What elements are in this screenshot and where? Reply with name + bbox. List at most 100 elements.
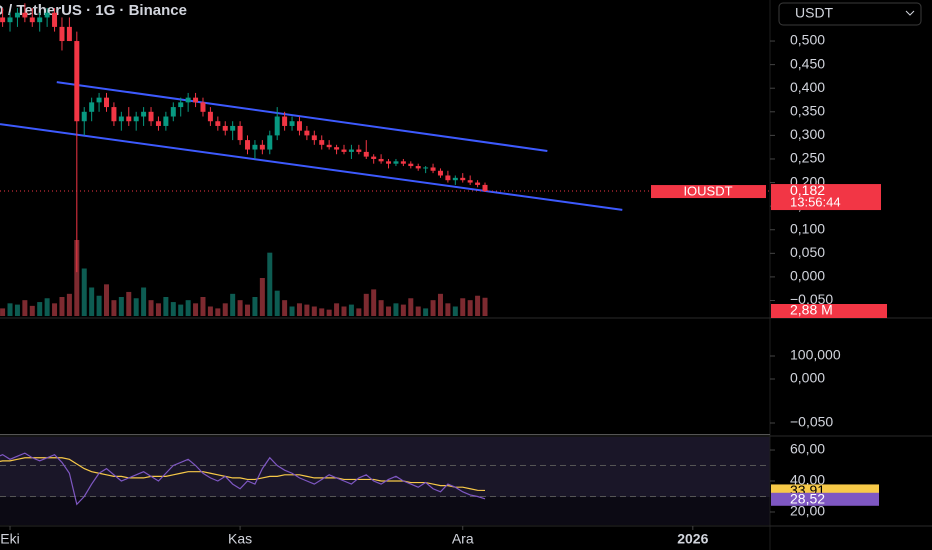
y-tick-label: 0,100	[790, 220, 825, 236]
candle-body	[467, 180, 473, 183]
candle-body	[193, 97, 199, 103]
volume-bar	[29, 305, 35, 316]
candle-body	[460, 177, 466, 181]
volume-bar	[386, 306, 392, 316]
candle-body	[274, 116, 280, 136]
volume-bar	[371, 289, 377, 316]
candle-body	[386, 161, 392, 164]
volume-bar	[178, 304, 184, 316]
candle-body	[423, 167, 429, 169]
candle-body	[7, 17, 13, 23]
candle-body	[267, 135, 273, 150]
candle-body	[371, 156, 377, 159]
x-tick-label: Ara	[452, 531, 474, 547]
y-tick-label: 0,500	[790, 32, 825, 48]
y-tick-label: 0,400	[790, 79, 825, 95]
volume-bar	[452, 306, 458, 316]
y-tick-label: 0,050	[790, 244, 825, 260]
volume-bar	[267, 252, 273, 316]
volume-bar	[296, 303, 302, 316]
symbol-tag-label: IOUSDT	[683, 183, 732, 198]
candle-body	[437, 170, 443, 176]
volume-bar	[430, 300, 436, 316]
candle-body	[326, 144, 332, 148]
volume-bar	[141, 287, 147, 316]
volume-bar	[259, 278, 265, 316]
volume-bar	[222, 303, 228, 316]
y-tick-label: 100,000	[790, 347, 841, 363]
volume-bar	[437, 293, 443, 316]
volume-label: 2,88 M	[790, 302, 833, 318]
volume-bar	[81, 268, 87, 316]
candle-body	[126, 116, 132, 122]
volume-bar	[74, 240, 80, 316]
candle-body	[296, 121, 302, 131]
countdown: 13:56:44	[790, 194, 841, 209]
candle-body	[96, 97, 102, 103]
volume-bar	[104, 284, 110, 316]
volume-bar	[475, 295, 481, 316]
last-price-box	[771, 184, 881, 211]
candle-body	[408, 163, 414, 167]
y-tick-label: −0,050	[790, 414, 833, 430]
currency-label[interactable]: USDT	[795, 5, 834, 21]
candle-body	[237, 125, 243, 141]
volume-bar	[37, 302, 43, 316]
y-tick-label: 0,300	[790, 126, 825, 142]
volume-bar	[155, 303, 161, 316]
candle-body	[141, 111, 147, 117]
chart-title: IO / TetherUS · 1G · Binance	[0, 2, 187, 19]
y-tick-label: −0,050	[790, 291, 833, 307]
volume-bar	[44, 298, 50, 316]
candle-body	[319, 140, 325, 145]
candle-body	[415, 166, 421, 169]
volume-bar	[133, 298, 139, 316]
volume-bar	[66, 293, 72, 316]
volume-bar	[207, 306, 213, 316]
rsi-line	[0, 452, 486, 506]
currency-button[interactable]	[778, 2, 922, 26]
y-tick-label: 40,00	[790, 472, 825, 488]
volume-bar	[356, 308, 362, 316]
volume-bar	[111, 300, 117, 316]
candle-body	[0, 17, 6, 23]
volume-bar	[0, 308, 6, 316]
candle-body	[104, 97, 110, 108]
volume-bar	[170, 302, 176, 316]
candle-body	[29, 17, 35, 23]
volume-bar	[148, 300, 154, 316]
candle-body	[289, 121, 295, 126]
rsi-band	[0, 437, 770, 497]
y-tick-label: 0,000	[790, 370, 825, 386]
volume-bar	[59, 297, 65, 316]
candle-body	[185, 97, 191, 103]
candle-body	[81, 111, 87, 122]
candle-body	[304, 130, 310, 136]
volume-bar	[415, 306, 421, 316]
candle-body	[170, 107, 176, 117]
y-tick-label: 60,00	[790, 441, 825, 457]
candle-body	[400, 161, 406, 164]
rsi-value-box	[771, 492, 879, 506]
volume-bar	[96, 295, 102, 316]
candle-body	[452, 177, 458, 181]
volume-bar	[408, 298, 414, 316]
volume-bar	[460, 298, 466, 316]
trend-line	[56, 81, 548, 152]
candle-body	[334, 147, 340, 150]
volume-bar	[245, 304, 251, 316]
y-tick-label: 0,350	[790, 103, 825, 119]
candle-body	[430, 167, 436, 171]
candle-body	[200, 102, 206, 112]
volume-bar	[252, 297, 258, 316]
candle-body	[475, 182, 481, 185]
volume-bar	[193, 303, 199, 316]
candle-body	[66, 26, 72, 42]
volume-bar	[393, 303, 399, 316]
volume-bar	[215, 308, 221, 316]
volume-label-box	[771, 304, 887, 318]
volume-bar	[237, 300, 243, 316]
volume-bar	[341, 306, 347, 316]
volume-bar	[311, 306, 317, 316]
volume-bar	[185, 300, 191, 316]
